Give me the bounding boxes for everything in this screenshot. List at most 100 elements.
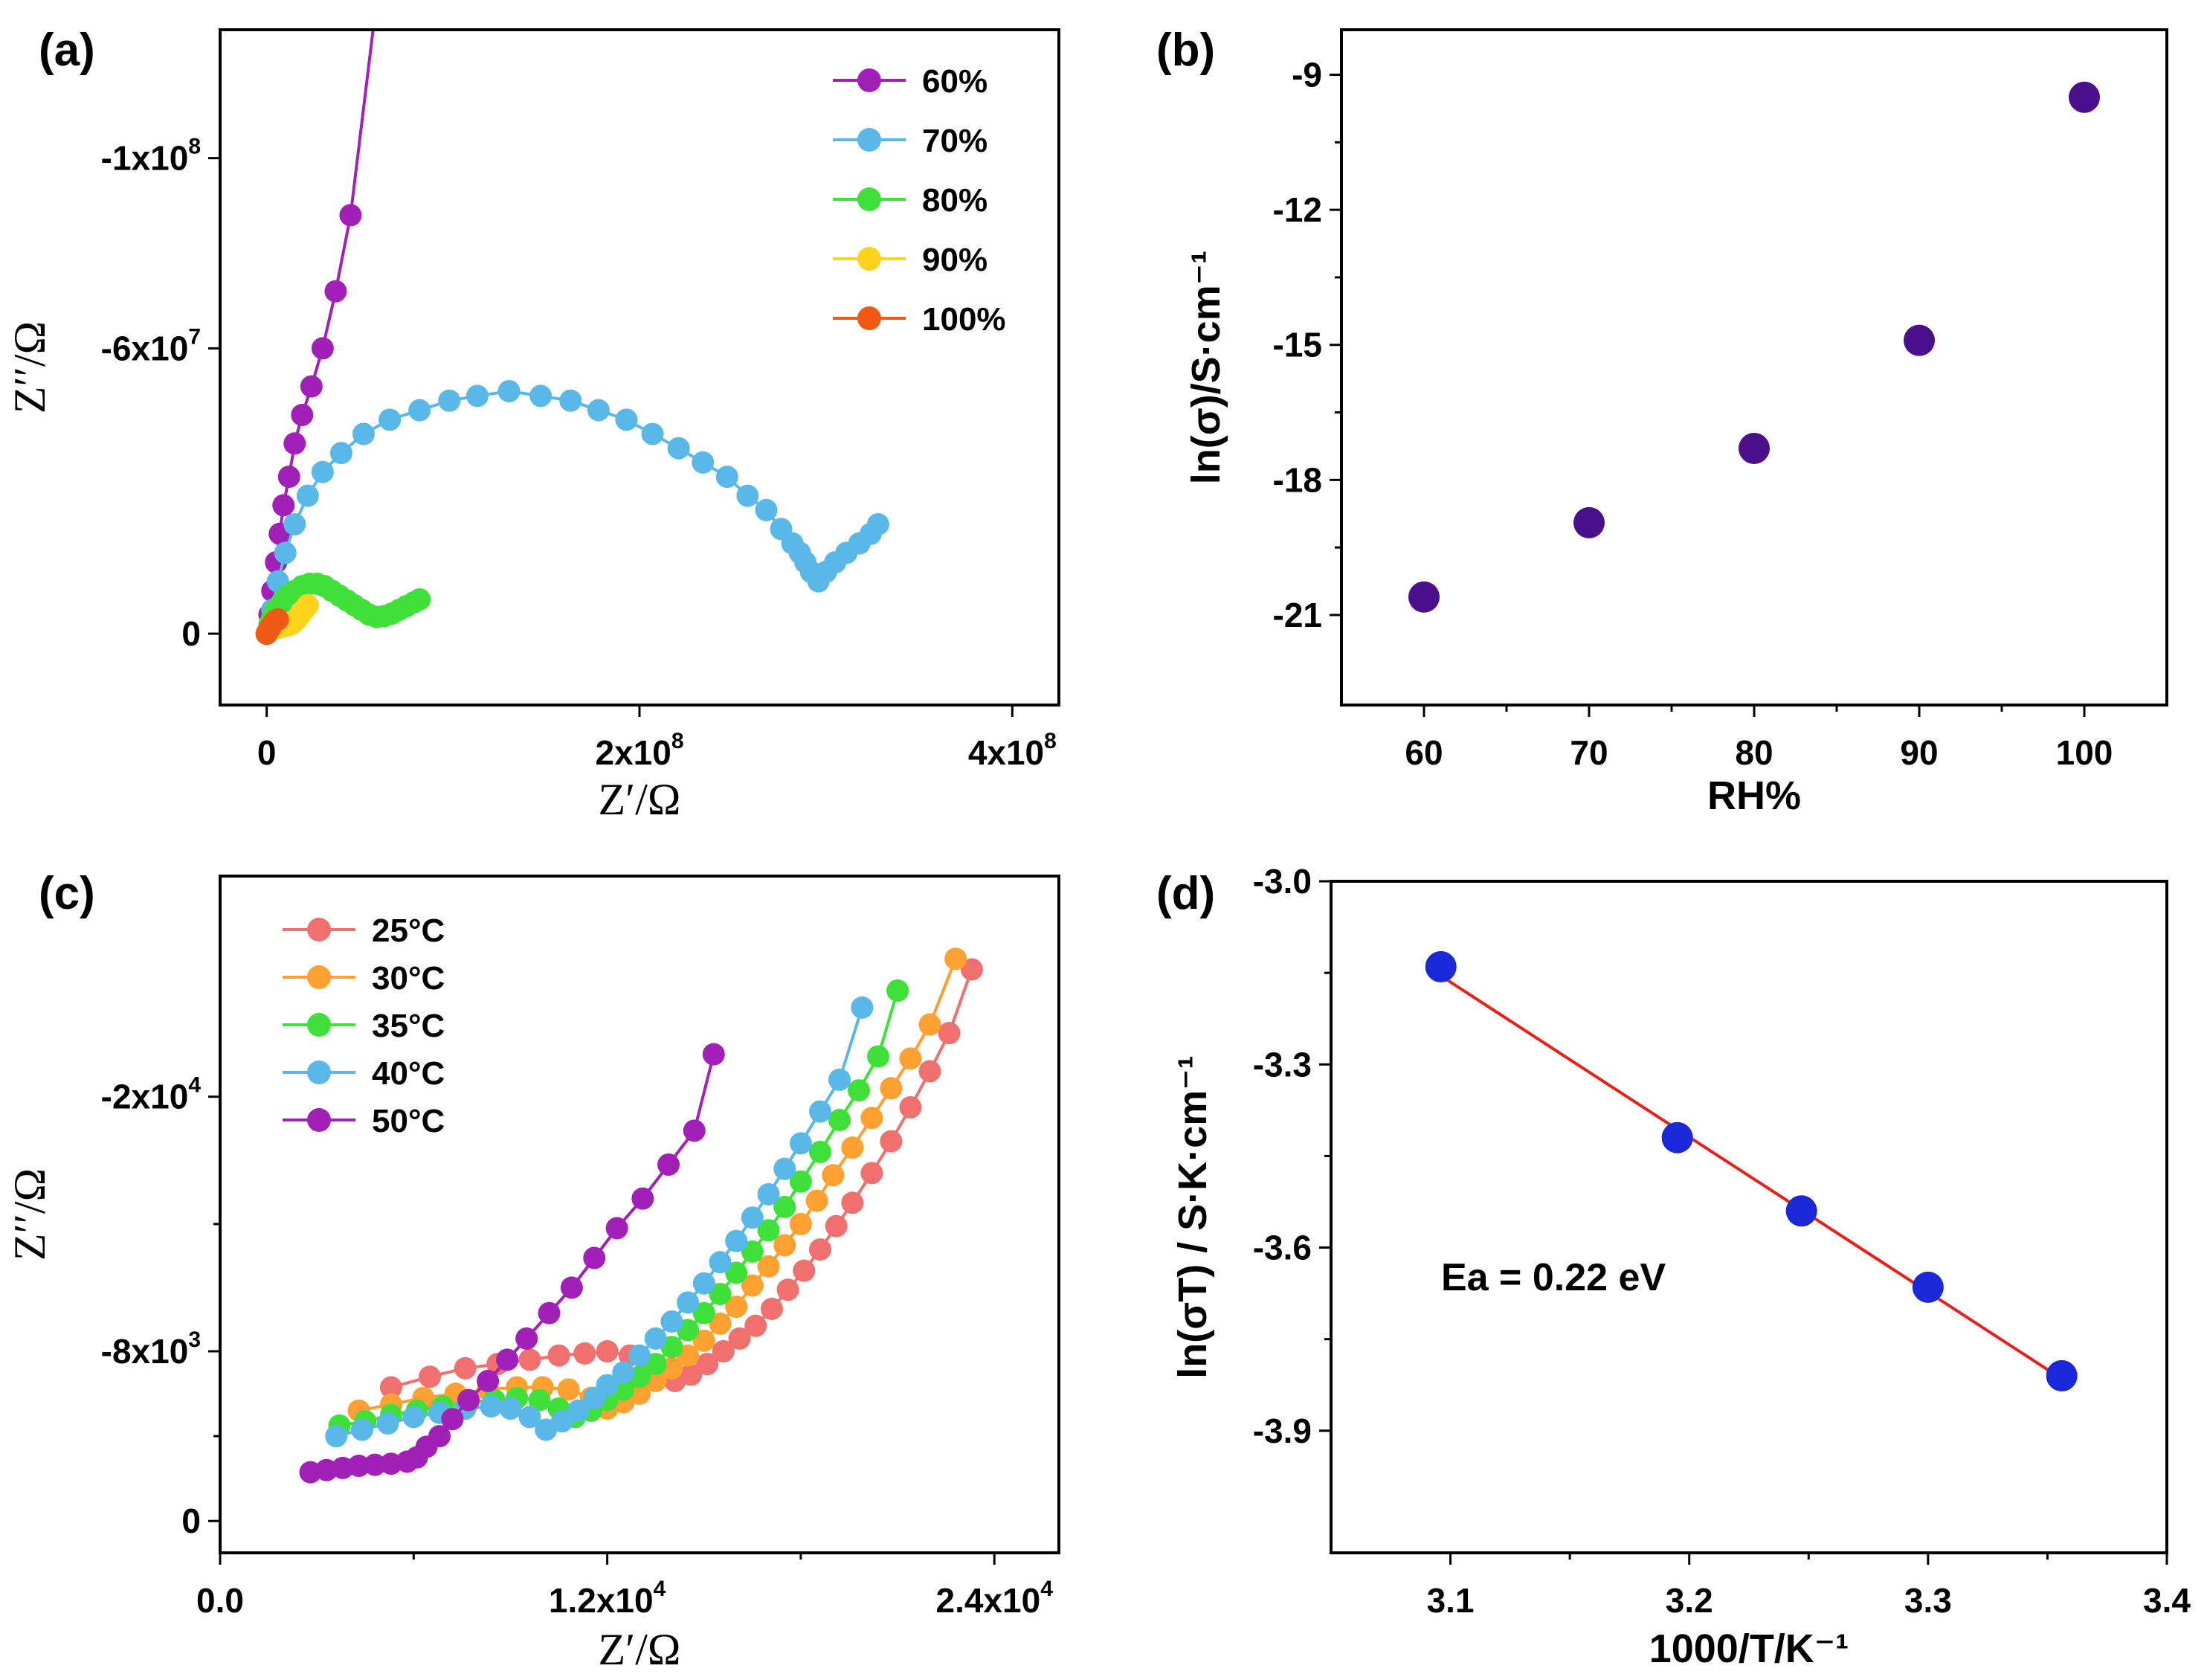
data-point (667, 437, 690, 460)
data-point (408, 588, 431, 611)
y-axis-title: Z′′/Ω (5, 1168, 54, 1261)
ticks: 3.1 3.2 3.3 3.4 -3.0 -3.3 -3.6 -3.9 (1253, 862, 2191, 1620)
legend-marker (857, 128, 881, 152)
data-point (378, 408, 402, 431)
data-point (680, 1363, 703, 1386)
plot-area (299, 947, 983, 1484)
axes-frame (1340, 28, 2168, 707)
data-point (755, 498, 778, 521)
data-point (612, 1361, 635, 1384)
panel-c: (c) 0.0 1.2x104 2.4x104 -2x104 -8x103 0 Z′/Ω Z′′… (5, 868, 1060, 1674)
data-point (944, 947, 967, 971)
data-point (828, 1068, 851, 1091)
data-point (296, 484, 319, 507)
x-tick-label: 70 (1570, 733, 1608, 772)
legend-marker (857, 187, 881, 211)
data-point (899, 1095, 922, 1119)
y-tick-label: -18 (1273, 460, 1322, 499)
data-point (329, 442, 352, 465)
data-point (644, 1327, 667, 1350)
data-point (573, 1342, 596, 1365)
data-point (274, 541, 297, 564)
data-point (529, 384, 552, 408)
data-point (841, 1191, 864, 1214)
data-point (615, 408, 638, 431)
y-tick-label: -3.6 (1253, 1229, 1312, 1267)
data-point (741, 1206, 764, 1229)
x-tick-label: 80 (1735, 733, 1773, 772)
data-point (515, 1327, 538, 1350)
data-point (277, 466, 300, 489)
data-point (677, 1291, 700, 1314)
data-point (402, 1406, 425, 1429)
data-point (631, 1187, 654, 1210)
y-tick-label: -1x108 (101, 135, 201, 178)
data-point (2046, 1359, 2078, 1391)
axes-frame (219, 28, 1060, 707)
x-axis-title: 1000/T/K⁻¹ (1649, 1626, 1849, 1671)
y-tick-label: -3.3 (1253, 1045, 1312, 1084)
legend-marker (857, 306, 881, 330)
legend-label: 60% (922, 63, 987, 100)
data-point (725, 1296, 748, 1319)
y-tick-label: -8x103 (101, 1327, 201, 1371)
panel-b: (b) 60 70 80 90 100 -9 -12 -15 -18 -21 RH% ln(σ)/S·c… (1156, 25, 2168, 818)
data-point (587, 399, 610, 422)
data-point (457, 1388, 480, 1412)
data-point (776, 1278, 799, 1301)
y-tick-label: -2x104 (101, 1073, 202, 1116)
data-point (272, 494, 295, 517)
data-point (1785, 1195, 1817, 1227)
data-point (841, 1136, 864, 1159)
ticks: 0 2x108 4x108 -1x108 -6x107 0 (101, 135, 1057, 772)
data-point (283, 513, 306, 536)
y-tick-label: 0 (181, 1502, 201, 1540)
data-point (419, 1365, 441, 1388)
data-point (480, 1395, 503, 1418)
data-point (547, 1344, 570, 1367)
data-point (805, 1189, 828, 1212)
x-tick-label: 3.1 (1427, 1581, 1475, 1620)
data-point (736, 484, 759, 507)
activation-energy-label: Ea = 0.22 eV (1441, 1256, 1666, 1299)
data-point (408, 399, 431, 422)
data-point (709, 1312, 732, 1335)
data-point (789, 1132, 812, 1155)
legend-marker (857, 68, 881, 92)
data-point (596, 1339, 619, 1362)
data-point (744, 1314, 767, 1337)
data-point (899, 1047, 922, 1070)
data-point (825, 1214, 848, 1238)
x-tick-label: 4x108 (968, 729, 1057, 772)
fit-line (1440, 974, 2063, 1380)
y-axis-title: ln(σ)/S·cm⁻¹ (1184, 251, 1228, 484)
data-point (497, 379, 521, 402)
data-point (808, 1238, 831, 1261)
data-point (583, 1246, 606, 1269)
data-point (918, 1060, 941, 1083)
data-point (596, 1374, 619, 1397)
legend-label: 70% (922, 123, 987, 159)
x-tick-label: 3.2 (1666, 1581, 1713, 1620)
data-point (728, 1327, 751, 1350)
data-point (350, 1418, 373, 1441)
data-point (880, 1077, 903, 1100)
legend-marker (857, 247, 881, 271)
series-0 (1425, 950, 2078, 1391)
data-point (1661, 1121, 1693, 1153)
data-point (352, 422, 376, 445)
data-point (364, 1453, 387, 1476)
legend-label: 40°C (372, 1055, 445, 1092)
data-point (773, 1196, 796, 1219)
ticks: 60 70 80 90 100 -9 -12 -15 -18 -21 (1273, 56, 2113, 772)
data-point (438, 389, 461, 412)
data-point (741, 1274, 764, 1297)
legend-label: 25°C (372, 913, 445, 949)
legend-marker (307, 1108, 331, 1132)
series-0 (1408, 81, 2100, 613)
plot-area (255, 30, 889, 646)
panel-label: (c) (39, 868, 95, 919)
x-tick-label: 90 (1900, 733, 1938, 772)
data-point (311, 460, 334, 483)
